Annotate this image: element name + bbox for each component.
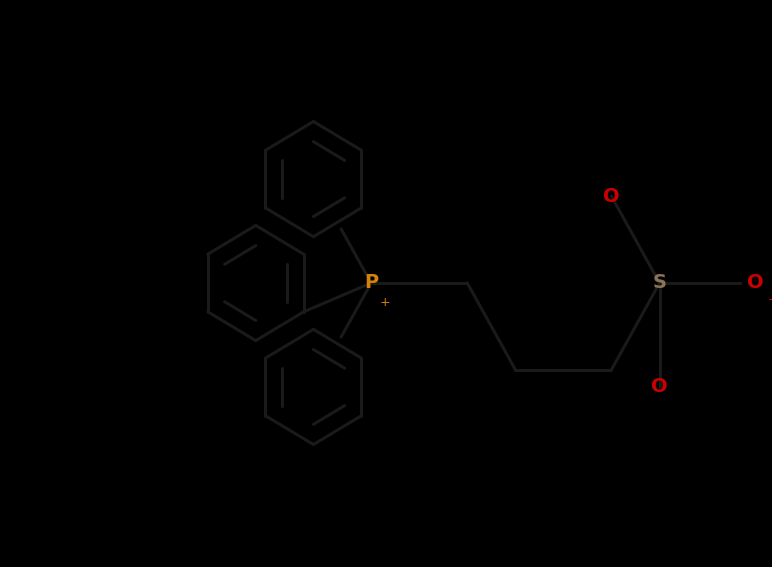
Text: P: P xyxy=(364,273,378,293)
Text: O: O xyxy=(652,378,668,396)
Text: S: S xyxy=(652,273,666,293)
Text: −: − xyxy=(767,294,772,307)
Text: +: + xyxy=(380,297,391,310)
Text: O: O xyxy=(747,273,764,293)
Text: O: O xyxy=(603,187,620,206)
